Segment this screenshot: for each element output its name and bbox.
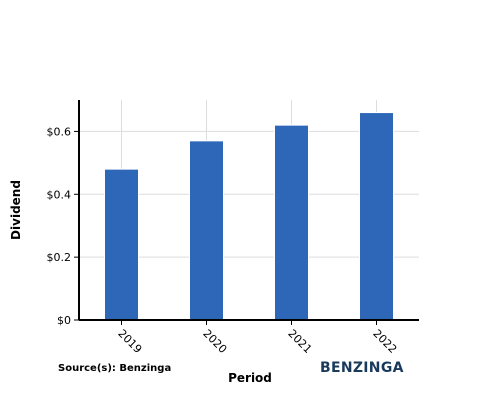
chart-axes xyxy=(78,100,419,321)
y-tick-label: $0.4 xyxy=(47,188,72,201)
source-note: Source(s): Benzinga xyxy=(58,363,172,374)
y-tick-label: $0 xyxy=(57,314,71,327)
y-axis-title: Dividend xyxy=(9,180,23,240)
x-tick-label: 2021 xyxy=(285,327,314,356)
bar-2019 xyxy=(104,168,139,321)
y-tick-label: $0.6 xyxy=(47,125,72,138)
y-tick-label: $0.2 xyxy=(47,251,72,264)
x-axis-title: Period xyxy=(228,371,272,385)
bar-series xyxy=(104,112,394,321)
bar-2022 xyxy=(359,112,394,321)
brand-logo[interactable]: BENZINGA xyxy=(320,360,404,376)
x-axis-ticks: 2019 2020 2021 2022 xyxy=(115,320,399,356)
x-tick-label: 2019 xyxy=(115,327,144,356)
bar-2020 xyxy=(189,140,224,321)
y-axis-ticks: $0 $0.2 $0.4 $0.6 xyxy=(47,125,79,327)
x-tick-label: 2022 xyxy=(370,327,399,356)
x-tick-label: 2020 xyxy=(200,327,229,356)
bar-2021 xyxy=(274,124,309,321)
